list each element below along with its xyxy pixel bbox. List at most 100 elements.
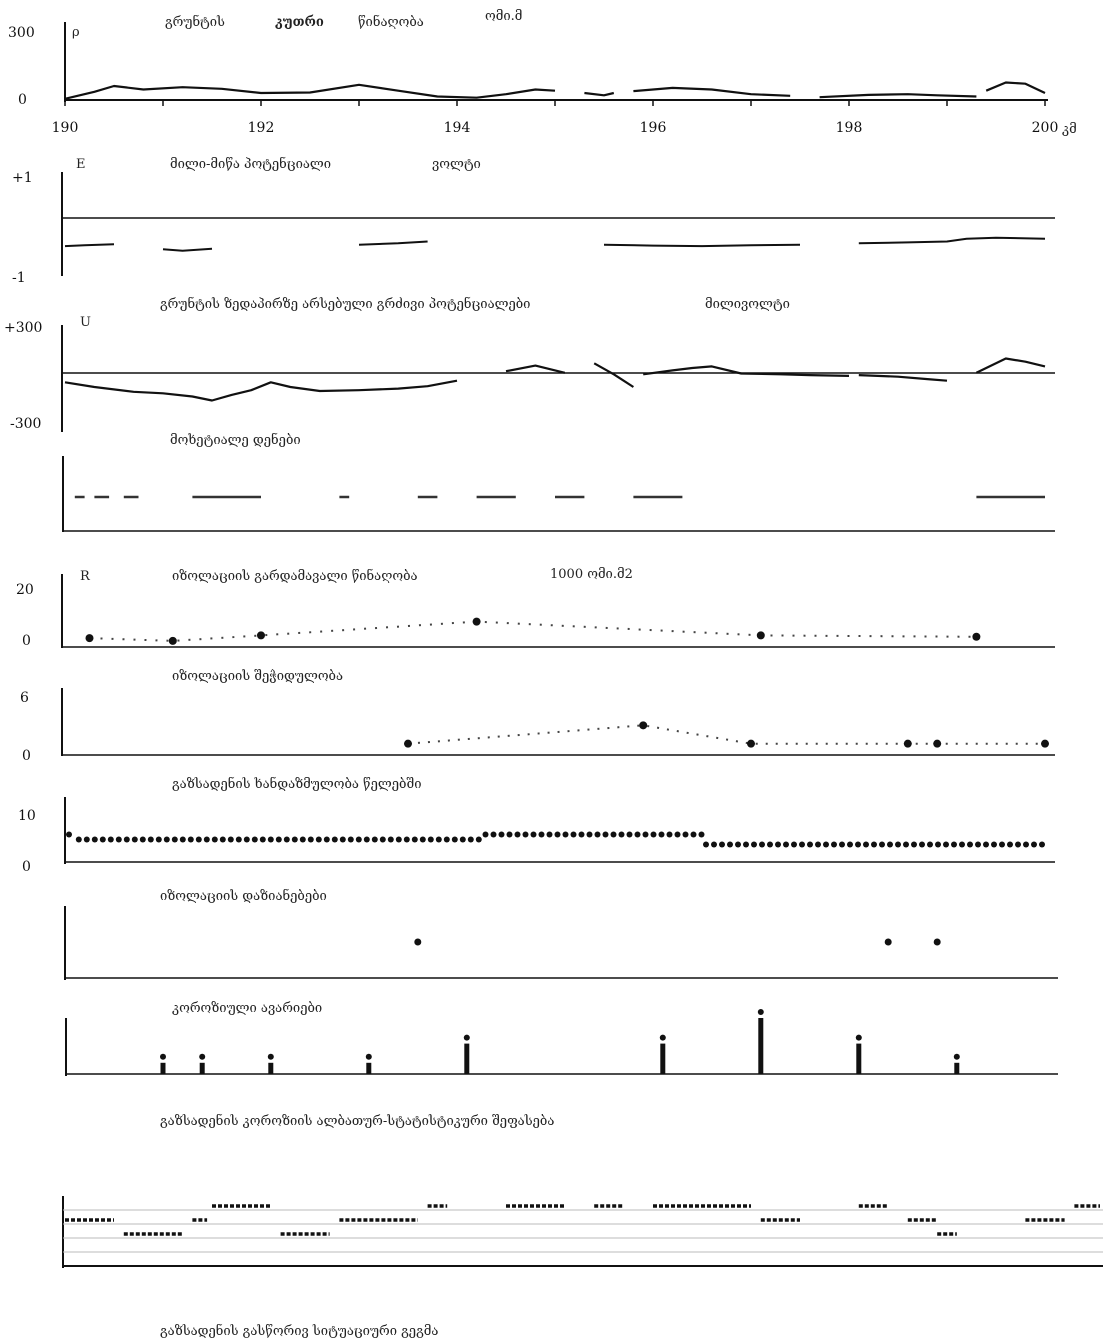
adhesion-point-connector — [407, 724, 1045, 745]
age-point-119 — [1015, 841, 1021, 848]
accident-bar-cap-1 — [199, 1053, 206, 1060]
resistance-point-2 — [257, 631, 265, 640]
age-point-76 — [674, 831, 681, 838]
x-tick-label: 200 — [1032, 120, 1059, 136]
age-point-88 — [767, 841, 773, 848]
age-point-113 — [967, 841, 973, 848]
age-point-22 — [243, 836, 250, 843]
title: იზოლაციის გარდამავალი წინაღობა — [172, 568, 418, 584]
age-point-5 — [107, 836, 114, 843]
accident-bar-2 — [268, 1062, 274, 1074]
age-point-98 — [847, 841, 853, 848]
age-point-114 — [975, 841, 981, 848]
age-point-50 — [467, 836, 474, 843]
age-point-42 — [403, 836, 410, 843]
accident-bar-cap-4 — [463, 1034, 470, 1041]
situational-plan-title: გაზსადენის გასწორივ სიტუაციური გეგმა — [160, 1323, 438, 1339]
age-point-87 — [759, 841, 765, 848]
age-point-91 — [791, 841, 797, 848]
age-point-24 — [259, 836, 266, 843]
accident-bar-cap-6 — [757, 1009, 764, 1015]
age-point-12 — [163, 836, 170, 843]
title-part-1: გრუნტის — [165, 14, 225, 30]
age-point-107 — [919, 841, 925, 848]
panel-pipe-age: გაზსადენის ხანდაზმულობა წელებში 10 0 — [18, 776, 1055, 875]
age-points — [66, 831, 1045, 848]
age-point-55 — [506, 831, 513, 838]
accident-bar-0 — [160, 1062, 166, 1074]
age-point-25 — [267, 836, 274, 843]
age-point-110 — [943, 841, 949, 848]
age-point-108 — [927, 841, 933, 848]
resistivity-segment-0 — [64, 83, 556, 100]
adhesion-point-5 — [1041, 739, 1049, 748]
adhesion-point-2 — [747, 739, 755, 748]
age-point-80 — [703, 841, 709, 848]
age-point-100 — [863, 841, 869, 848]
title: გაზსადენის ხანდაზმულობა წელებში — [172, 776, 421, 792]
age-point-83 — [727, 841, 733, 848]
age-point-11 — [155, 836, 162, 843]
panel-insulation-adhesion: იზოლაციის შეჭიდულობა 6 0 — [20, 669, 1055, 764]
age-point-79 — [698, 831, 705, 838]
age-point-120 — [1023, 841, 1029, 848]
resistivity-series — [64, 81, 1046, 100]
age-point-28 — [291, 836, 298, 843]
y-tick-top: +300 — [4, 320, 42, 336]
age-point-74 — [658, 831, 665, 838]
age-point-69 — [618, 831, 625, 838]
age-point-48 — [451, 836, 458, 843]
age-point-57 — [522, 831, 529, 838]
age-point-64 — [578, 831, 585, 838]
age-point-0 — [66, 831, 72, 838]
age-point-26 — [275, 836, 282, 843]
adhesion-point-1 — [639, 721, 648, 730]
resistance-point-5 — [972, 632, 981, 641]
age-point-37 — [363, 836, 370, 843]
title: იზოლაციის დაზიანებები — [160, 888, 327, 904]
x-tick-label: 198 — [836, 120, 863, 136]
resistance-point-3 — [472, 617, 481, 626]
age-point-44 — [419, 836, 426, 843]
accident-bar-cap-7 — [855, 1034, 862, 1041]
potential-segment-0 — [64, 243, 115, 248]
y-tick-bottom: 0 — [22, 859, 31, 875]
damage-point-2 — [933, 938, 941, 946]
age-point-116 — [991, 841, 997, 848]
longitudinal-segment-4 — [858, 374, 948, 382]
age-point-117 — [999, 841, 1005, 848]
age-point-60 — [546, 831, 553, 838]
age-point-105 — [903, 841, 909, 848]
age-point-67 — [602, 831, 609, 838]
accident-bar-8 — [954, 1062, 960, 1074]
age-point-96 — [831, 841, 837, 848]
age-point-51 — [475, 836, 482, 843]
resistance-point-0 — [85, 634, 94, 643]
age-point-62 — [562, 831, 569, 838]
age-point-99 — [855, 841, 861, 848]
age-point-63 — [570, 831, 577, 838]
age-point-38 — [371, 836, 378, 843]
age-point-72 — [642, 831, 649, 838]
age-point-78 — [690, 831, 697, 838]
age-point-94 — [815, 841, 821, 848]
age-point-35 — [347, 836, 354, 843]
age-point-36 — [355, 836, 362, 843]
age-point-81 — [711, 841, 717, 848]
title: გრუნტის ზედაპირზე არსებული გრძივი პოტენც… — [160, 296, 530, 312]
adhesion-point-3 — [903, 739, 912, 748]
accident-bars — [160, 1009, 960, 1074]
unit-label: ომი.მ — [485, 9, 522, 24]
age-point-115 — [983, 841, 989, 848]
panel-insulation-resistance: 20 0 R იზოლაციის გარდამავალი წინაღობა 10… — [16, 567, 1055, 649]
longitudinal-segment-0 — [64, 379, 458, 402]
x-tick-label: 196 — [640, 120, 667, 136]
panel-insulation-damages: იზოლაციის დაზიანებები — [64, 888, 1058, 980]
age-point-19 — [219, 836, 226, 843]
y-tick-bottom: 0 — [18, 92, 27, 108]
resistivity-segment-3 — [819, 93, 977, 99]
age-point-52 — [482, 831, 489, 838]
title-part-2: კუთრი — [275, 15, 324, 30]
unit-label: ვოლტი — [432, 157, 481, 172]
age-point-43 — [411, 836, 418, 843]
